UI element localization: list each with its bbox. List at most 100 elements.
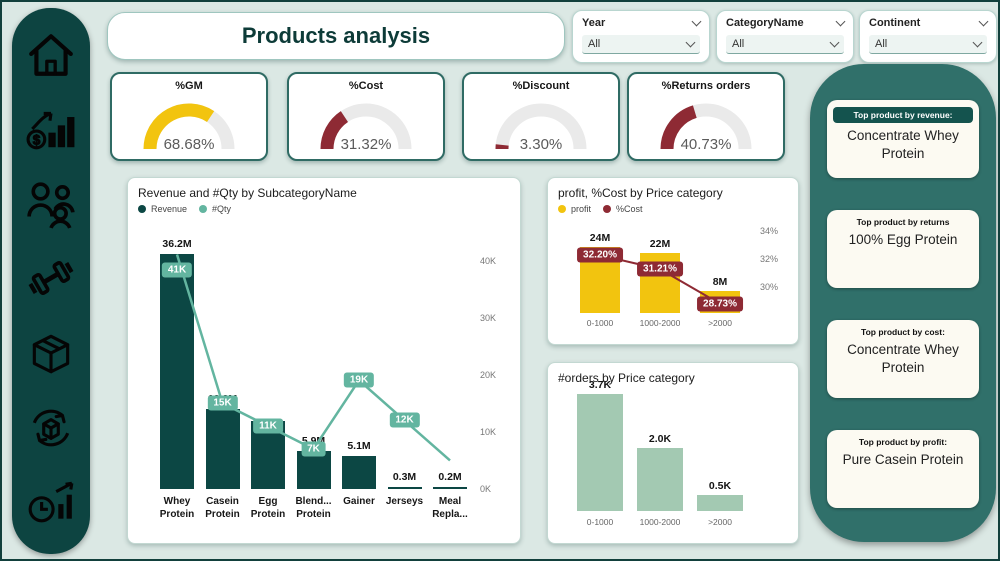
cost-gauge (320, 103, 412, 150)
revenue-bar[interactable] (342, 455, 376, 489)
chevron-down-icon (978, 16, 989, 27)
category-label: Casein Protein (205, 496, 240, 520)
y-axis-tick: 32% (760, 254, 779, 264)
category-label: 0-1000 (586, 318, 614, 328)
slicer-categoryname-header[interactable]: CategoryName (726, 16, 846, 29)
revenue-bar[interactable] (160, 253, 194, 489)
top-product-revenue-card: Top product by revenue: Concentrate Whey… (827, 100, 979, 178)
revenue-legend-label[interactable]: Revenue (151, 204, 188, 214)
category-label: >2000 (708, 517, 732, 527)
revenue-qty-chart-card: Revenue and #Qty by SubcategoryName Reve… (127, 177, 521, 544)
slicer-year-dropdown[interactable]: All (582, 35, 700, 54)
slicer-continent-value: All (875, 38, 888, 50)
returns-icon (26, 403, 76, 458)
slicer-continent-dropdown[interactable]: All (869, 35, 987, 54)
slicer-categoryname-label: CategoryName (726, 17, 804, 29)
top-product-returns-card: Top product by returns 100% Egg Protein (827, 210, 979, 288)
sidebar-item-returns[interactable] (24, 403, 78, 457)
top-product-revenue-header: Top product by revenue: (833, 107, 973, 123)
qty-legend-dot (199, 205, 208, 213)
top-product-cost-card: Top product by cost: Concentrate Whey Pr… (827, 320, 979, 398)
slicer-year-value: All (588, 38, 601, 50)
top-product-returns-name: 100% Egg Protein (848, 232, 958, 247)
dumbbell-icon (26, 253, 76, 308)
qty-legend-label[interactable]: #Qty (212, 204, 232, 214)
kpi-gm-card: %GM 68.68% (110, 72, 268, 161)
chevron-down-icon (685, 37, 696, 48)
kpi-returns-title: %Returns orders (661, 80, 751, 92)
y-axis-tick: 20K (480, 370, 497, 380)
qty-badge: 19K (343, 372, 375, 388)
sidebar-item-products[interactable] (24, 329, 78, 383)
kpi-gm-title: %GM (175, 80, 203, 92)
top-product-profit-header: Top product by profit: (858, 437, 948, 447)
returns-gauge (660, 103, 752, 150)
top-product-revenue-name: Concentrate Whey Protein (847, 128, 959, 161)
qty-badge: 7K (301, 441, 326, 457)
qty-badge: 15K (207, 395, 238, 411)
orders-plot: 3.7K 0-1000 2.0K 1000-2000 0.5K >2000 (548, 379, 798, 543)
category-label: Meal Repla... (432, 496, 468, 520)
gm-gauge (143, 103, 235, 150)
category-label: Gainer (343, 496, 375, 507)
page-title: Products analysis (241, 23, 431, 48)
kpi-cost-card: %Cost 31.32% (287, 72, 445, 161)
orders-bar[interactable] (637, 448, 683, 511)
revenue-value-label: 5.1M (347, 439, 371, 452)
orders-value-label: 3.7K (588, 379, 612, 392)
y-axis-tick: 30K (480, 313, 497, 323)
top-products-panel: Top product by revenue: Concentrate Whey… (810, 64, 996, 542)
orders-bar[interactable] (577, 394, 623, 511)
sidebar-item-fitness[interactable] (24, 254, 78, 308)
orders-bar[interactable] (697, 495, 743, 511)
svg-text:$: $ (33, 133, 41, 148)
kpi-discount-value: 3.30% (519, 136, 563, 153)
customers-icon (26, 179, 76, 234)
revenue-bar[interactable] (205, 409, 240, 489)
cost-badge: 28.73% (697, 296, 743, 312)
cost-legend-dot (603, 205, 612, 213)
profit-legend-label[interactable]: profit (571, 204, 592, 214)
cost-legend-label[interactable]: %Cost (616, 204, 643, 214)
revenue-value-label: 0.3M (392, 471, 417, 483)
qty-badge: 11K (253, 418, 283, 434)
category-label: 0-1000 (586, 517, 614, 527)
page-title-card: Products analysis (107, 12, 565, 60)
cost-badge: 31.21% (637, 261, 683, 277)
revenue-value-label: 36.2M (162, 237, 192, 250)
profit-chart-title: profit, %Cost by Price category (558, 186, 723, 200)
slicer-categoryname-value: All (732, 38, 745, 50)
sidebar-item-time-analysis[interactable] (24, 478, 78, 532)
revenue-bar[interactable] (433, 487, 467, 489)
slicer-continent-header[interactable]: Continent (869, 16, 989, 29)
slicer-year-header[interactable]: Year (582, 16, 702, 29)
slicer-continent-label: Continent (869, 17, 921, 29)
slicer-year-label: Year (582, 17, 606, 29)
slicer-categoryname: CategoryName All (716, 10, 854, 63)
sidebar-item-home[interactable] (24, 30, 78, 84)
top-product-returns-header: Top product by returns (856, 217, 950, 227)
kpi-returns-value: 40.73% (680, 136, 732, 153)
profit-legend-dot (558, 205, 566, 213)
sidebar-item-sales[interactable]: $ (24, 105, 78, 159)
chevron-down-icon (829, 37, 840, 48)
kpi-cost-value: 31.32% (340, 136, 392, 153)
top-product-cost-name: Concentrate Whey Protein (847, 342, 959, 375)
category-label: Jerseys (385, 496, 424, 507)
profit-value-label: 22M (649, 237, 671, 250)
time-analysis-icon (26, 477, 76, 532)
kpi-returns-card: %Returns orders 40.73% (627, 72, 785, 161)
y-axis-tick: 10K (480, 427, 497, 437)
sidebar-item-customers[interactable] (24, 179, 78, 233)
revenue-value-label: 0.2M (438, 471, 462, 483)
discount-gauge (495, 103, 587, 150)
orders-chart-card: #orders by Price category 3.7K 0-1000 2.0K… (547, 362, 799, 544)
kpi-gm-value: 68.68% (163, 136, 215, 153)
category-label: Whey Protein (159, 496, 195, 520)
revenue-bar[interactable] (387, 487, 422, 489)
y-axis-tick: 34% (760, 226, 779, 236)
cost-badge: 32.20% (577, 247, 623, 263)
slicer-categoryname-dropdown[interactable]: All (726, 35, 844, 54)
slicer-continent: Continent All (859, 10, 997, 63)
